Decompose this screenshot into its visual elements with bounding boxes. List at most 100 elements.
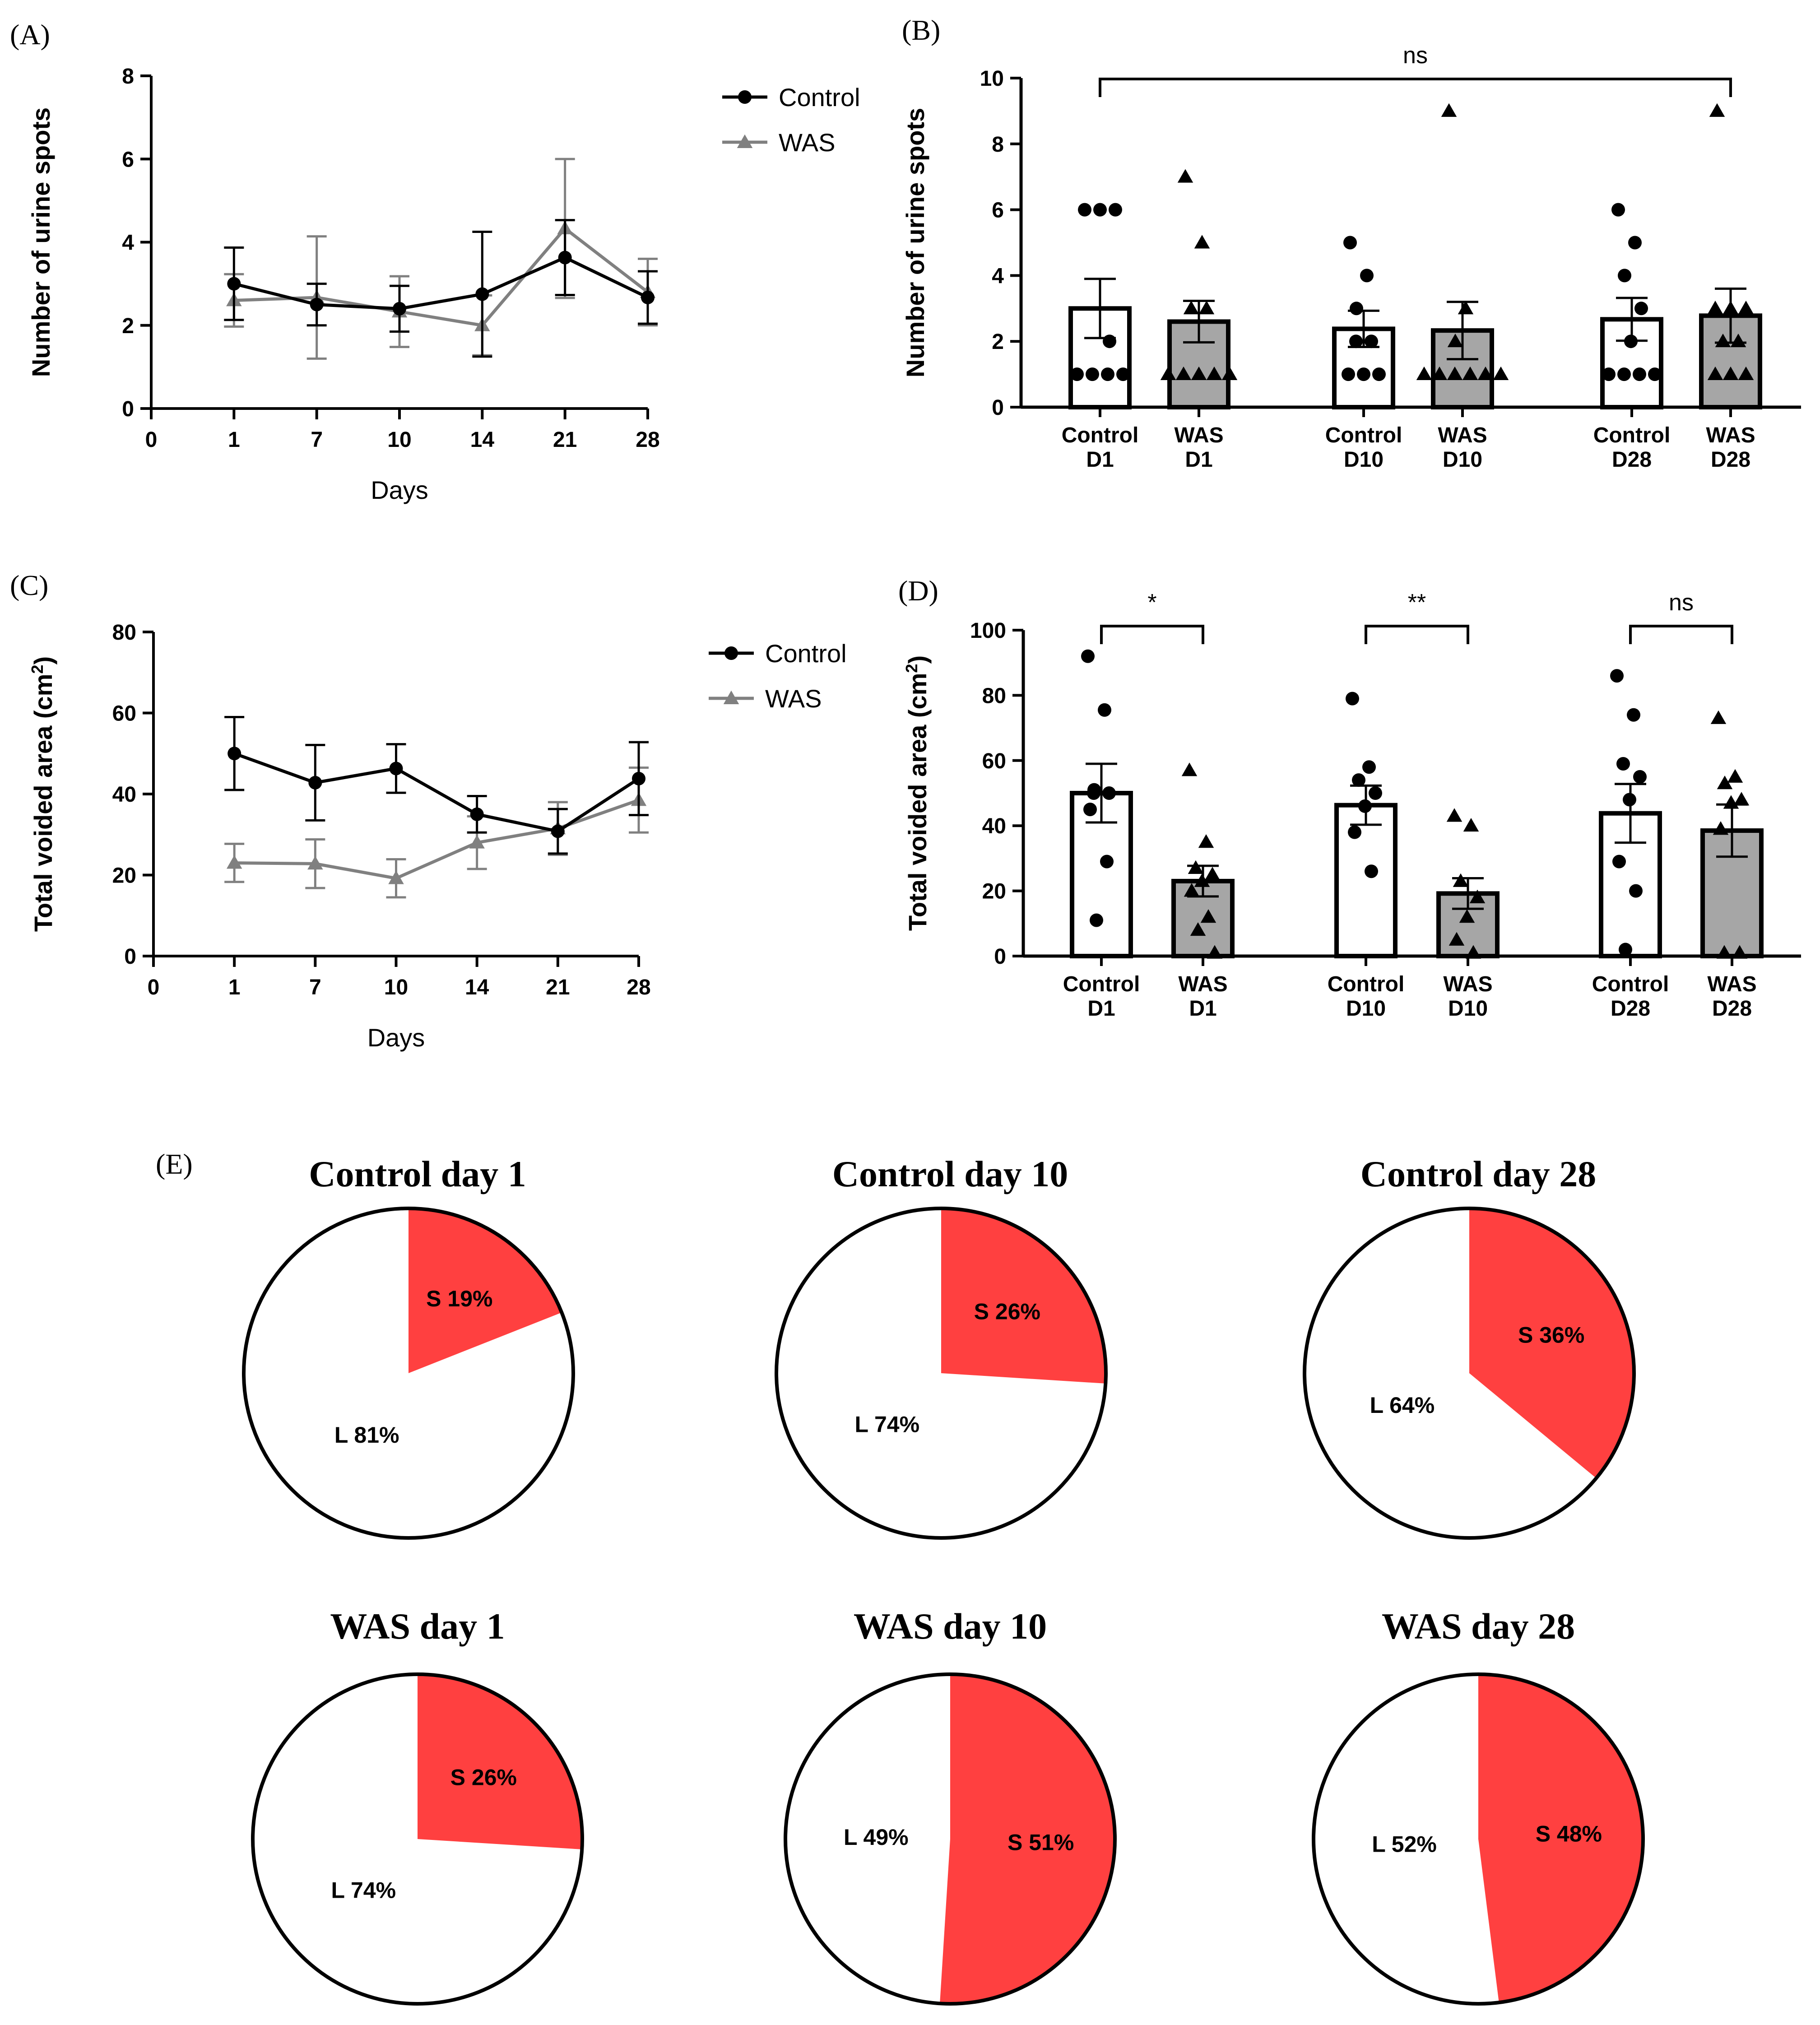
legend-label-was: WAS [779, 128, 835, 157]
data-point-was [1175, 366, 1192, 381]
data-point-control [1087, 786, 1100, 800]
data-point-control [1100, 855, 1114, 869]
y-tick-label: 0 [124, 945, 136, 969]
data-point-was [1462, 366, 1478, 381]
pie-chart: WAS day 28 S 48% L 52% [1312, 1606, 1645, 2006]
data-point-control [393, 302, 406, 316]
data-point-control [310, 297, 324, 311]
x-tick-label: Control [1592, 972, 1669, 996]
pie-label-s: S 51% [1008, 1830, 1074, 1855]
legend-marker [724, 646, 738, 660]
y-axis-title: Total voided area (cm2) [28, 656, 58, 932]
y-tick-label: 0 [992, 396, 1004, 420]
pie-outline [1303, 1207, 1636, 1540]
bar-control [1334, 803, 1398, 958]
data-point-was [1206, 366, 1222, 381]
series-line-was [234, 226, 649, 327]
x-tick-label: Control [1593, 423, 1671, 447]
pie-slice-s [418, 1674, 582, 1849]
chart-A: (A) 0 2 4 6 8 0 1 7 10 14 21 28 Days Number of urine s… [10, 19, 860, 504]
data-point-was [1722, 366, 1739, 381]
data-point-was [1416, 366, 1432, 381]
x-tick-label: 21 [553, 428, 577, 452]
y-tick-label: 100 [970, 619, 1006, 643]
series-line-control [233, 752, 640, 833]
data-point-control [558, 251, 572, 265]
data-point-was [1188, 860, 1204, 874]
data-point-was [1469, 889, 1486, 903]
data-point-was [1733, 792, 1750, 806]
pie-slice-s [1478, 1674, 1644, 2003]
y-tick-label: 2 [992, 330, 1004, 354]
data-point-was [1458, 301, 1474, 315]
data-point-control [228, 747, 241, 761]
data-point-was [1707, 366, 1723, 381]
pie-label-s: S 26% [450, 1765, 517, 1790]
data-point-was [1710, 710, 1727, 724]
series-line-control [233, 255, 649, 311]
x-tick-label: 0 [148, 975, 160, 999]
data-point-was [1722, 301, 1739, 315]
x-axis-title: Days [367, 1023, 425, 1052]
y-tick-label: 0 [994, 945, 1006, 969]
data-point-control [1352, 773, 1365, 787]
data-point-control [1116, 367, 1130, 381]
pie-slice-s [940, 1674, 1115, 2004]
data-point-control [1348, 825, 1361, 839]
y-tick-label: 20 [982, 880, 1006, 904]
chart-C: (C) 0 20 40 60 80 0 1 7 10 14 21 28 Days Total voided … [10, 569, 847, 1052]
data-point-was [1200, 909, 1216, 923]
significance-label: * [1147, 590, 1156, 616]
y-tick-label: 40 [112, 783, 136, 807]
data-point-control [1086, 367, 1099, 381]
data-point-was [1184, 883, 1200, 897]
data-point-control [1350, 302, 1363, 316]
data-point-was [1723, 795, 1739, 809]
significance-bracket [1099, 78, 1732, 97]
y-tick-label: 80 [982, 684, 1006, 708]
x-tick-label: 7 [309, 975, 321, 999]
x-tick-label: 7 [311, 428, 323, 452]
data-point-was [1463, 817, 1479, 832]
data-point-control [1342, 367, 1355, 381]
pie-title: Control day 28 [1360, 1153, 1596, 1194]
x-tick-label: D1 [1185, 448, 1212, 472]
data-point-control [1617, 367, 1631, 381]
data-point-control [1372, 367, 1386, 381]
x-tick-label: D10 [1344, 448, 1384, 472]
x-tick-label: WAS [1438, 423, 1487, 447]
y-tick-label: 80 [112, 621, 136, 645]
panel-label-B: (B) [902, 14, 940, 46]
pie-slice-s [409, 1208, 562, 1373]
data-point-was [1431, 366, 1448, 381]
data-point-control [1343, 236, 1357, 250]
data-point-was [1181, 762, 1198, 776]
data-point-was [1160, 366, 1176, 381]
data-point-was [1441, 103, 1457, 117]
data-point-control [470, 807, 484, 821]
data-point-control [1349, 334, 1363, 348]
significance-bracket [1365, 625, 1469, 644]
y-axis-title-wrap: Total voided area (cm2) [902, 655, 932, 931]
data-point-control [1098, 703, 1111, 717]
data-point-control [1102, 786, 1116, 800]
y-tick-label: 40 [982, 814, 1006, 838]
x-axis-title: Days [371, 476, 428, 504]
data-point-control [632, 771, 645, 785]
data-point-control [1103, 334, 1116, 348]
legend-label-was: WAS [765, 684, 822, 713]
y-tick-label: 6 [992, 199, 1004, 223]
data-point-was [1447, 366, 1463, 381]
y-tick-label: 10 [980, 67, 1004, 91]
panel-label-E: (E) [156, 1148, 193, 1180]
data-point-was [1198, 834, 1214, 848]
data-point-was [1194, 235, 1210, 249]
x-tick-label: 1 [228, 428, 240, 452]
panel-label-A: (A) [10, 19, 50, 51]
x-tick-label: WAS [1706, 423, 1755, 447]
data-point-control [1616, 757, 1630, 771]
x-tick-label: 21 [546, 975, 570, 999]
pie-chart: WAS day 1 S 26% L 74% [251, 1606, 584, 2006]
y-axis-title: Number of urine spots [901, 108, 929, 377]
